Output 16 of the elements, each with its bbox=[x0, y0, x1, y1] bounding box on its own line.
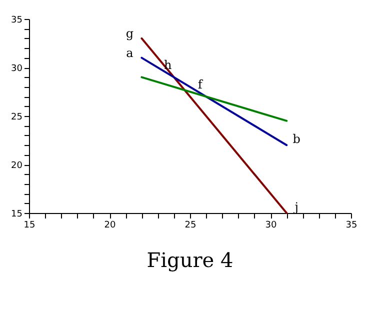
y-tick-label: 25 bbox=[11, 112, 22, 122]
x-tick-label: 20 bbox=[104, 220, 116, 230]
annotation: h bbox=[164, 58, 172, 72]
y-tick-label: 15 bbox=[11, 210, 22, 220]
x-tick-label: 35 bbox=[346, 220, 358, 230]
x-tick-label: 25 bbox=[184, 220, 196, 230]
x-tick-label: 30 bbox=[265, 220, 277, 230]
y-tick-label: 30 bbox=[11, 64, 23, 74]
annotation: a bbox=[126, 46, 134, 60]
annotation: g bbox=[126, 26, 134, 40]
text: Figure 4 bbox=[146, 248, 234, 272]
annotation: f bbox=[198, 78, 204, 92]
annotation: b bbox=[292, 132, 301, 146]
x-tick-label: 15 bbox=[24, 220, 36, 230]
y-tick-label: 20 bbox=[11, 161, 23, 171]
y-tick-label: 35 bbox=[11, 16, 22, 26]
